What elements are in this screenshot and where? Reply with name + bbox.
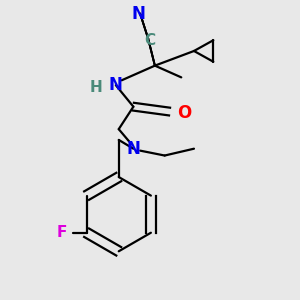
Text: O: O bbox=[177, 103, 192, 122]
Text: F: F bbox=[57, 225, 67, 240]
Text: N: N bbox=[127, 140, 140, 158]
Text: N: N bbox=[109, 76, 123, 94]
Text: C: C bbox=[144, 33, 156, 48]
Text: N: N bbox=[131, 5, 145, 23]
Text: H: H bbox=[89, 80, 102, 94]
